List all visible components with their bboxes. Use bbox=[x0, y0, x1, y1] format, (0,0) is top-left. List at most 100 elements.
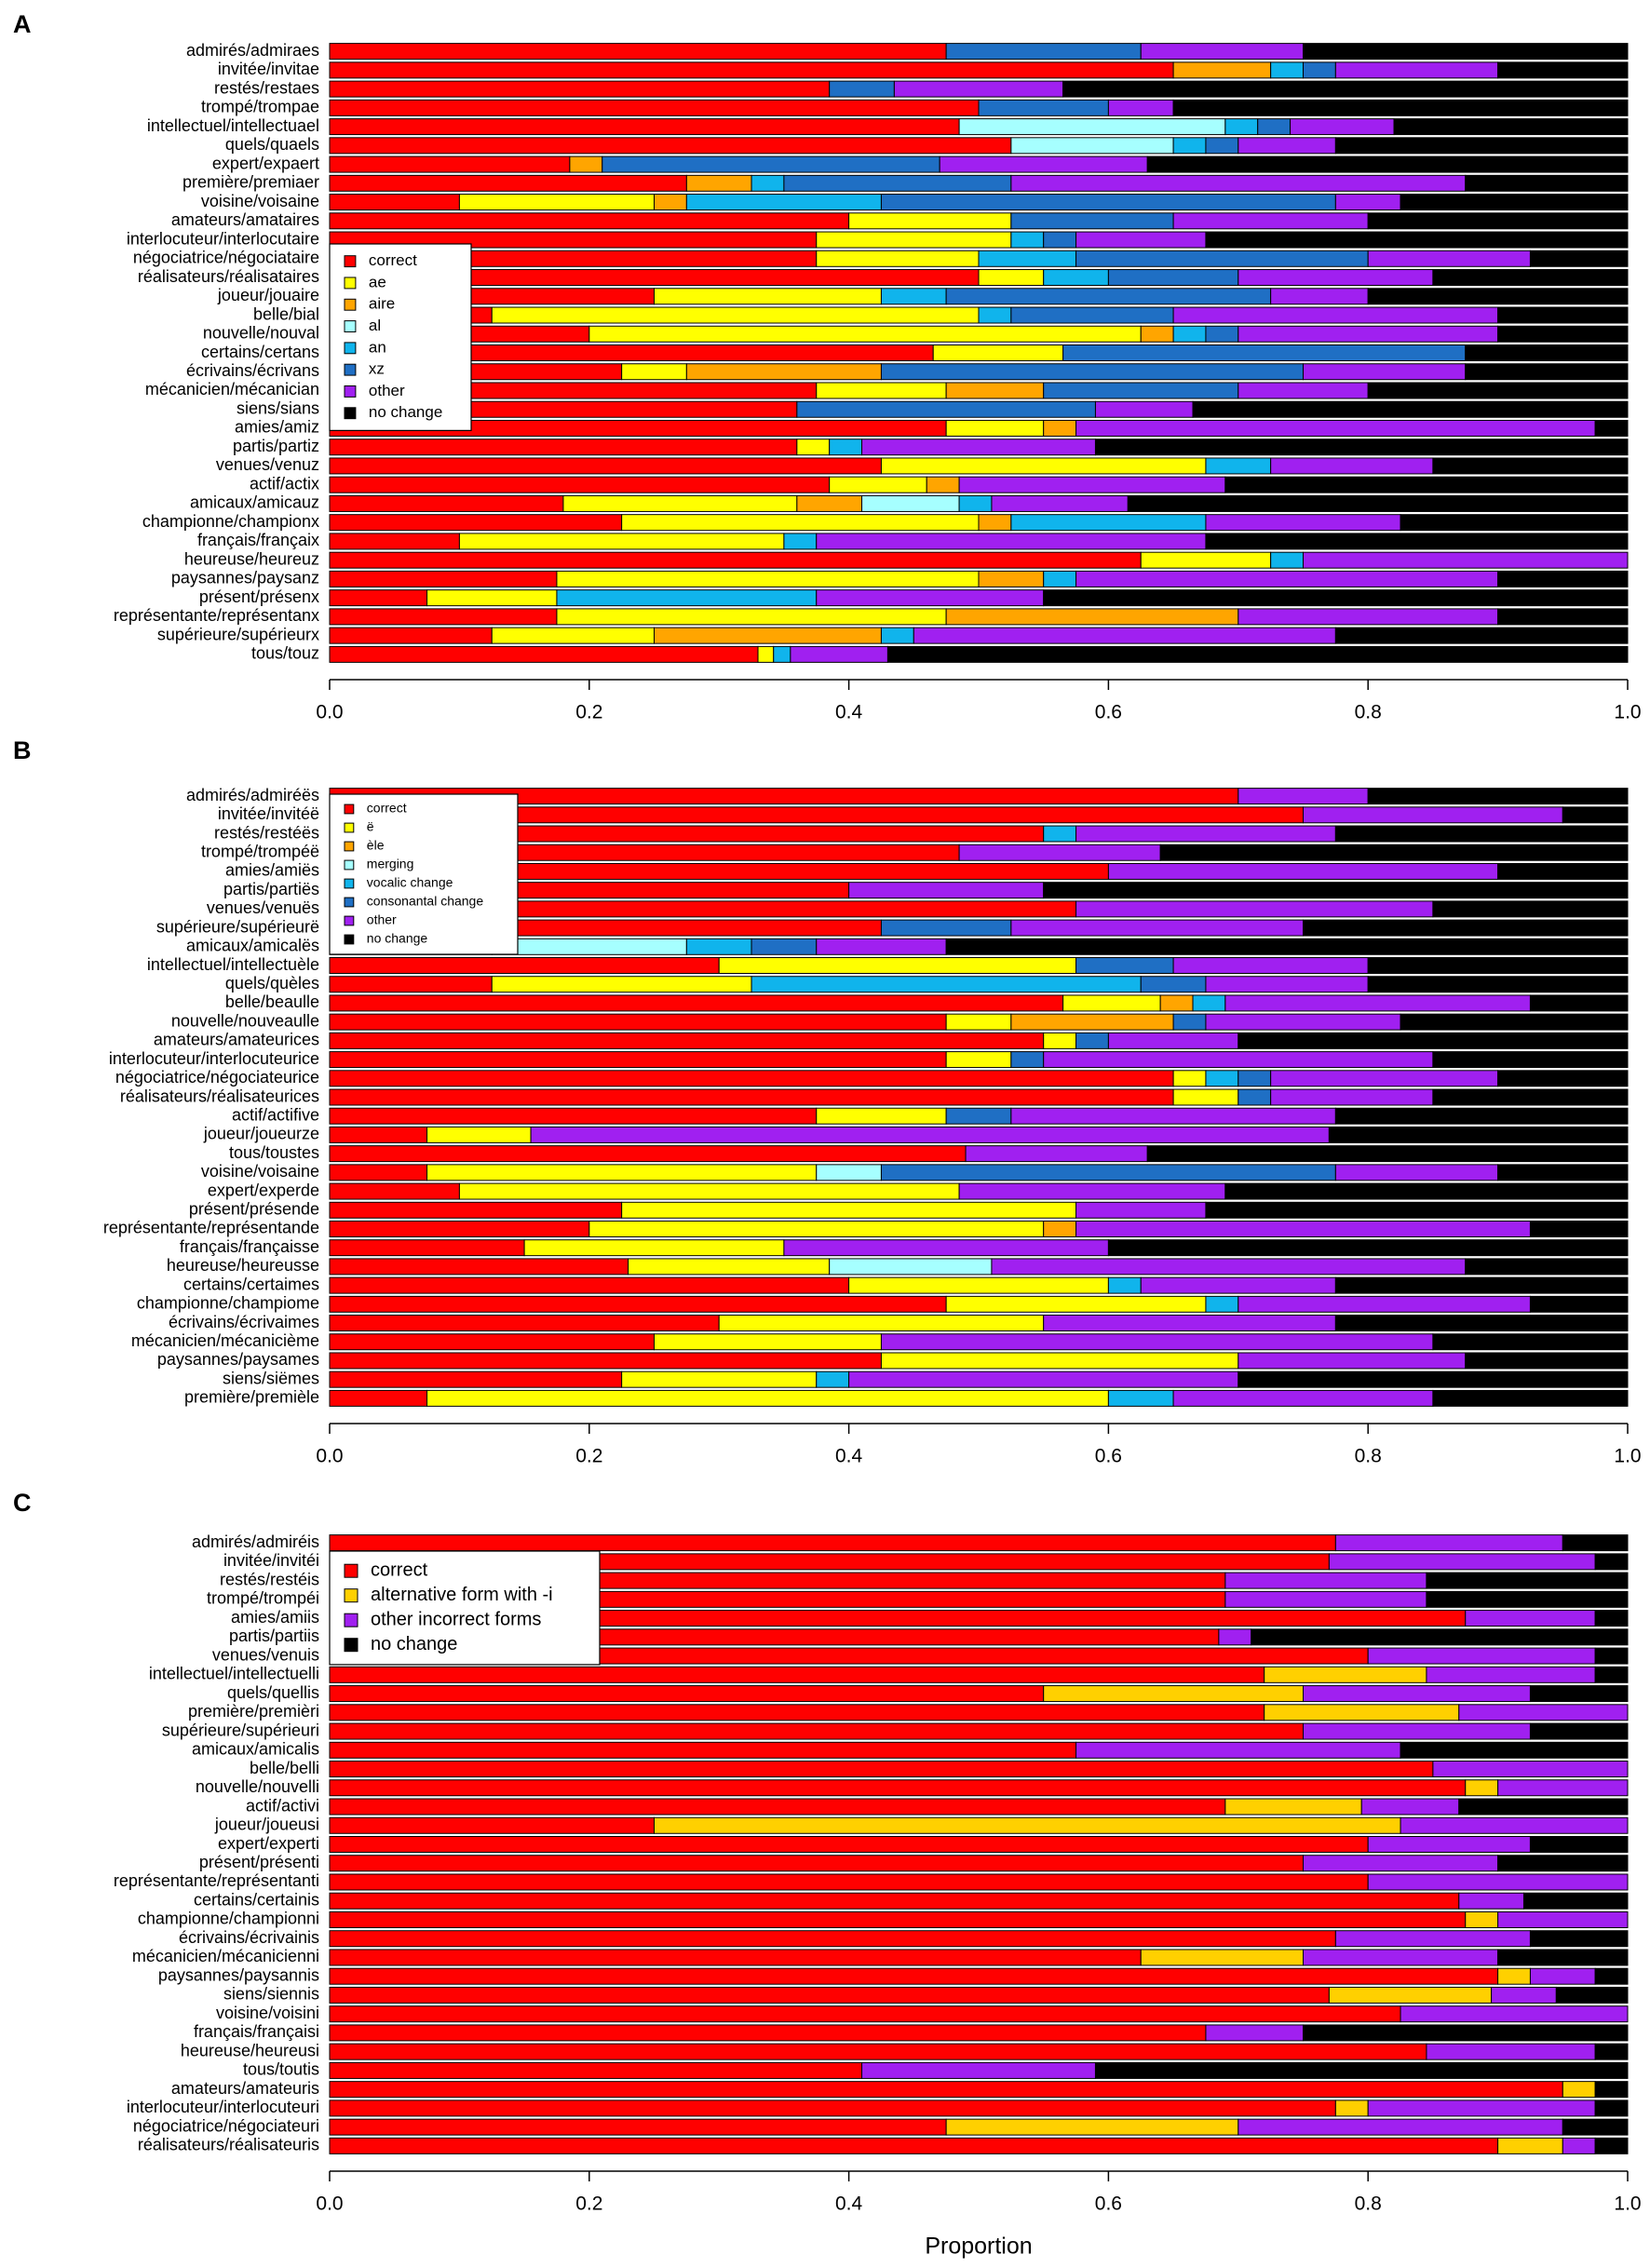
legend-swatch bbox=[344, 822, 355, 833]
bar-segment bbox=[1172, 99, 1629, 116]
bar-segment bbox=[783, 533, 818, 550]
bar-segment bbox=[945, 1013, 1012, 1031]
bar-segment bbox=[816, 231, 1012, 249]
bar-segment bbox=[1400, 1741, 1629, 1759]
category-label: siens/siëmes bbox=[223, 1369, 319, 1387]
bar-segment bbox=[329, 43, 947, 61]
bar-segment bbox=[530, 1126, 1330, 1143]
bar-segment bbox=[880, 1352, 1239, 1370]
bar-segment bbox=[1075, 250, 1369, 267]
bar-segment bbox=[1238, 382, 1369, 399]
x-tick-label: 0.8 bbox=[1355, 702, 1382, 723]
bar-segment bbox=[1334, 1276, 1629, 1294]
category-label: négociatrice/négociateuri bbox=[133, 2116, 319, 2135]
bar-segment bbox=[1205, 533, 1629, 550]
bar-segment bbox=[1205, 325, 1239, 343]
bar-segment bbox=[685, 938, 752, 955]
bar-segment bbox=[1334, 825, 1629, 843]
bar-segment bbox=[1270, 1088, 1434, 1106]
bar-segment bbox=[939, 155, 1148, 173]
bar-segment bbox=[757, 645, 775, 663]
legend-label: ë bbox=[367, 819, 374, 834]
bar-segment bbox=[796, 439, 831, 456]
bar-segment bbox=[1205, 514, 1401, 532]
bar-segment bbox=[1529, 1295, 1629, 1313]
bar-segment bbox=[329, 1013, 947, 1031]
bar-segment bbox=[569, 155, 603, 173]
legend-label: no change bbox=[371, 1634, 457, 1654]
category-label: admirés/admiraes bbox=[186, 41, 319, 60]
bar-segment bbox=[1075, 957, 1174, 975]
bar-segment bbox=[1238, 2118, 1563, 2136]
category-label: amateurs/amateurices bbox=[154, 1031, 319, 1049]
bar-segment bbox=[1497, 1910, 1629, 1928]
bar-segment bbox=[329, 570, 558, 587]
bar-segment bbox=[329, 174, 687, 192]
bar-segment bbox=[1238, 1295, 1531, 1313]
bar-segment bbox=[1367, 250, 1531, 267]
bar-segment bbox=[1303, 61, 1336, 79]
category-label: heureuse/heureusi bbox=[181, 2041, 319, 2059]
bar-segment bbox=[1107, 99, 1174, 116]
bar-segment bbox=[329, 1967, 1499, 1985]
category-label: admirés/admiréis bbox=[192, 1532, 319, 1551]
bar-segment bbox=[1529, 250, 1629, 267]
bar-segment bbox=[1497, 1164, 1629, 1181]
bar-segment bbox=[945, 2118, 1239, 2136]
legend-swatch bbox=[344, 1613, 358, 1627]
bar-segment bbox=[1205, 1295, 1239, 1313]
category-label: championne/championni bbox=[138, 1910, 319, 1928]
bar-segment bbox=[1010, 231, 1045, 249]
bar-segment bbox=[329, 1986, 1330, 2004]
category-label: joueur/joueusi bbox=[214, 1816, 319, 1834]
bar-segment bbox=[945, 608, 1239, 626]
bar-segment bbox=[1043, 882, 1629, 899]
bar-segment bbox=[1140, 325, 1174, 343]
bar-segment bbox=[991, 1258, 1467, 1276]
category-label: amicaux/amicalës bbox=[186, 937, 319, 955]
bar-segment bbox=[329, 118, 960, 136]
bar-segment bbox=[1043, 589, 1629, 607]
legend-label: ae bbox=[369, 273, 386, 290]
bar-segment bbox=[1594, 419, 1629, 437]
legend-label: consonantal change bbox=[367, 894, 484, 909]
bar-segment bbox=[751, 174, 785, 192]
bar-segment bbox=[1205, 1013, 1401, 1031]
bar-segment bbox=[1562, 2137, 1596, 2154]
legend-label: correct bbox=[371, 1559, 428, 1580]
category-label: siens/siennis bbox=[223, 1985, 319, 2004]
bar-segment bbox=[1146, 1145, 1629, 1163]
category-label: heureuse/heureuz bbox=[184, 549, 319, 568]
bar-segment bbox=[978, 269, 1045, 287]
category-label: tous/toustes bbox=[229, 1143, 319, 1162]
bar-segment bbox=[816, 250, 980, 267]
bar-segment bbox=[1224, 118, 1259, 136]
bar-segment bbox=[329, 1798, 1226, 1816]
bar-segment bbox=[1010, 306, 1174, 324]
legend-label: an bbox=[369, 338, 386, 356]
bar-segment bbox=[329, 99, 980, 116]
bar-segment bbox=[816, 1370, 850, 1388]
legend-label: èle bbox=[367, 838, 385, 853]
bar-segment bbox=[1192, 400, 1629, 418]
bar-segment bbox=[1432, 1761, 1629, 1778]
bar-segment bbox=[1172, 957, 1369, 975]
bar-segment bbox=[880, 363, 1304, 381]
bar-segment bbox=[329, 1855, 1304, 1872]
bar-segment bbox=[1290, 118, 1395, 136]
bar-segment bbox=[628, 1258, 831, 1276]
category-label: venues/venuës bbox=[207, 898, 319, 917]
category-label: joueur/joueurze bbox=[203, 1125, 319, 1143]
bar-segment bbox=[1432, 1088, 1629, 1106]
x-tick-label: 0.6 bbox=[1095, 1446, 1122, 1467]
bar-segment bbox=[978, 99, 1109, 116]
bar-segment bbox=[1224, 1182, 1629, 1200]
bar-segment bbox=[1094, 400, 1194, 418]
bar-segment bbox=[329, 2099, 1336, 2117]
bar-segment bbox=[1270, 61, 1305, 79]
bar-segment bbox=[1205, 976, 1369, 993]
bar-segment bbox=[1465, 1779, 1499, 1797]
bar-segment bbox=[1172, 61, 1272, 79]
bar-segment bbox=[816, 533, 1207, 550]
bar-segment bbox=[926, 476, 960, 493]
